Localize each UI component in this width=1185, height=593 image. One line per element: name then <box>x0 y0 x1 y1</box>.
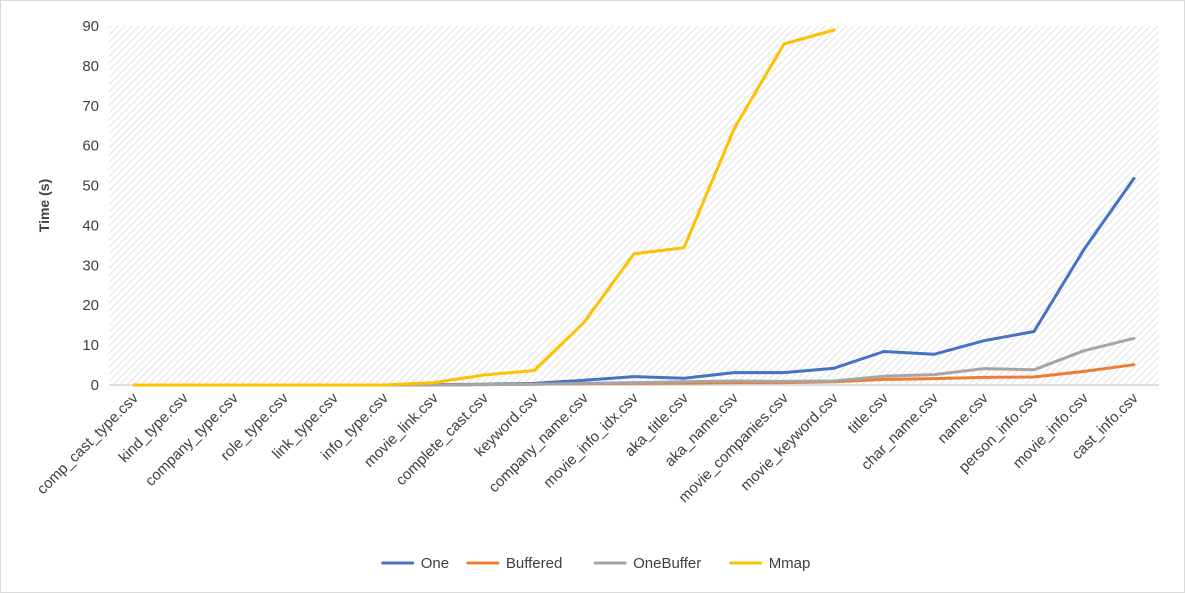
y-tick-label: 30 <box>82 257 99 274</box>
legend-label-one: One <box>421 555 449 572</box>
series-line-mmap <box>132 28 836 387</box>
y-tick-label: 70 <box>82 98 99 115</box>
legend: One Buffered OneBuffer Mmap <box>381 555 811 572</box>
x-tick-label: movie_info_idx.csv <box>540 389 642 491</box>
x-tick-label: title.csv <box>844 389 892 437</box>
y-axis-title: Time (s) <box>36 179 52 232</box>
y-tick-label: 20 <box>82 297 99 314</box>
y-tick-label: 40 <box>82 217 99 234</box>
y-tick-label: 60 <box>82 138 99 155</box>
plot-area <box>109 26 1159 385</box>
y-axis-ticks: 0 10 20 30 40 50 60 70 80 90 <box>82 18 99 394</box>
y-tick-label: 90 <box>82 18 99 35</box>
legend-label-buffered: Buffered <box>506 555 562 572</box>
x-tick-label: movie_keyword.csv <box>737 389 842 494</box>
legend-label-mmap: Mmap <box>769 555 811 572</box>
legend-label-onebuffer: OneBuffer <box>633 555 701 572</box>
y-tick-label: 80 <box>82 58 99 75</box>
y-tick-label: 0 <box>91 377 99 394</box>
series-lines <box>132 28 1136 387</box>
y-tick-label: 50 <box>82 178 99 195</box>
x-axis-ticks: comp_cast_type.csvkind_type.csvcompany_t… <box>34 384 1159 506</box>
y-tick-label: 10 <box>82 337 99 354</box>
x-tick-label: company_type.csv <box>142 389 242 489</box>
x-tick-label: complete_cast.csv <box>393 389 493 489</box>
